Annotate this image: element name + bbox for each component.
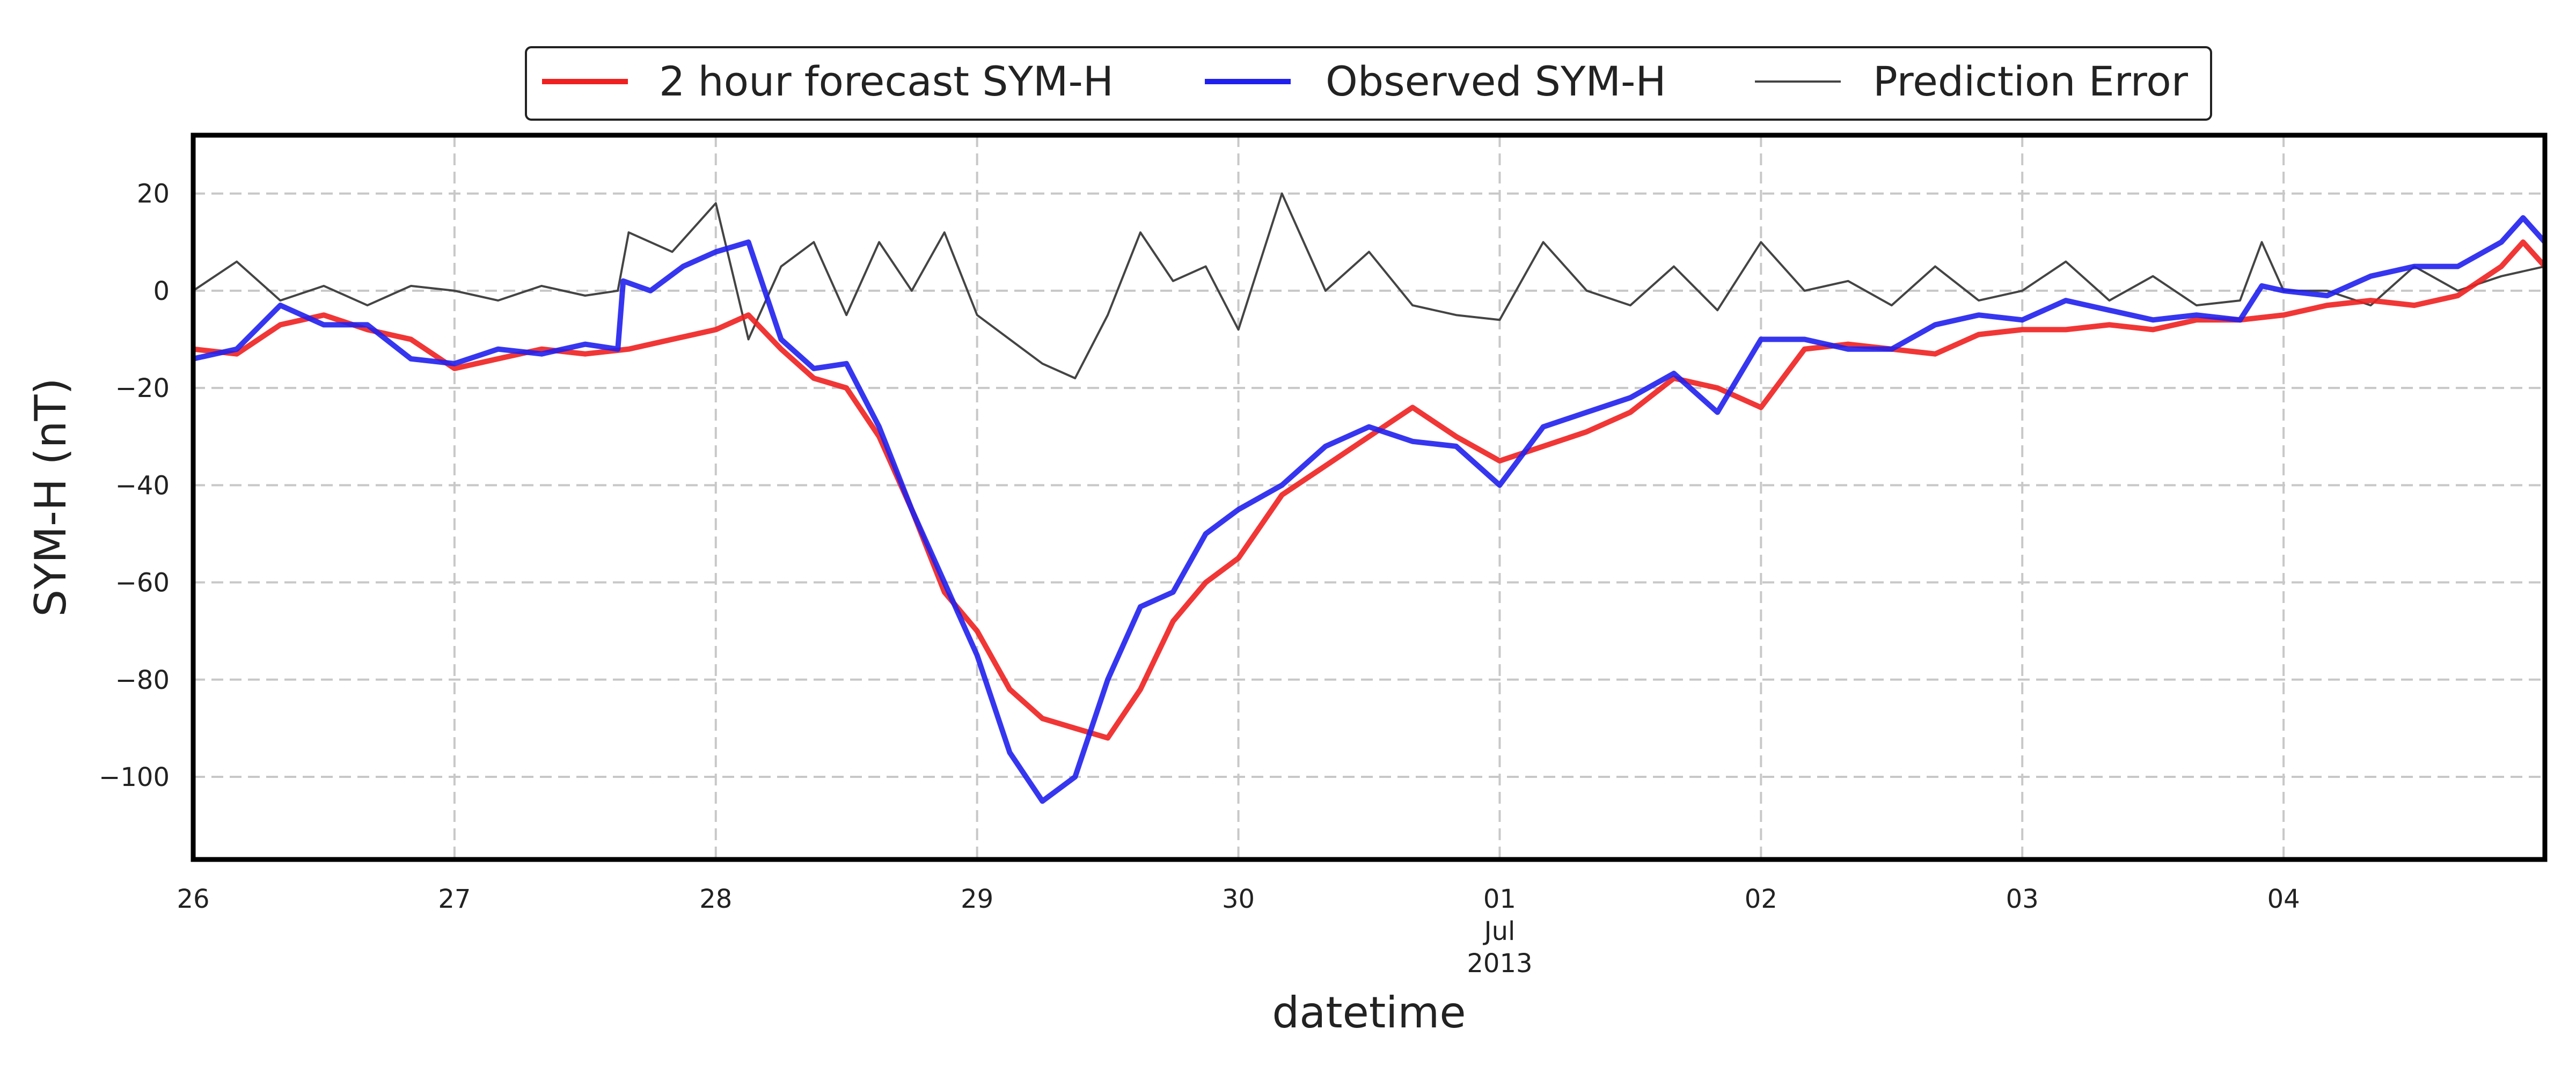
prediction-error-line xyxy=(192,192,2545,379)
legend: 2 hour forecast SYM-H Observed SYM-H Pre… xyxy=(525,46,2212,121)
y-tick-label: −100 xyxy=(99,762,170,792)
y-tick-label: −40 xyxy=(115,471,170,501)
y-tick-label: 0 xyxy=(153,276,170,306)
x-tick-label: 02 xyxy=(1745,884,1777,914)
y-tick-label: −20 xyxy=(115,373,170,403)
x-tick-label: 26 xyxy=(177,884,209,914)
x-tick-label: 01 xyxy=(1483,884,1516,914)
x-tick-label: 29 xyxy=(961,884,993,914)
legend-label-observed: Observed SYM-H xyxy=(1326,57,1666,105)
x-axis-title: datetime xyxy=(1272,988,1466,1038)
grid xyxy=(193,135,2545,859)
legend-label-error: Prediction Error xyxy=(1873,57,2189,105)
series-lines xyxy=(192,192,2547,804)
x-tick-label: 03 xyxy=(2006,884,2039,914)
y-tick-label: −80 xyxy=(115,665,170,695)
forecast-line xyxy=(193,239,2547,741)
legend-box xyxy=(525,46,2212,121)
x-tick-label: 30 xyxy=(1222,884,1255,914)
x-tick-label: 27 xyxy=(438,884,471,914)
y-tick-label: −60 xyxy=(115,568,170,598)
x-tick-month-label: Jul xyxy=(1482,916,1515,946)
x-tick-label: 04 xyxy=(2267,884,2300,914)
plot-frame xyxy=(191,133,2548,862)
y-axis-title: SYM-H (nT) xyxy=(26,378,76,616)
y-tick-label: 20 xyxy=(137,179,170,209)
x-tick-label: 28 xyxy=(699,884,732,914)
legend-label-forecast: 2 hour forecast SYM-H xyxy=(659,57,1114,105)
x-tick-year-label: 2013 xyxy=(1467,949,1532,979)
observed-line xyxy=(192,215,2547,804)
